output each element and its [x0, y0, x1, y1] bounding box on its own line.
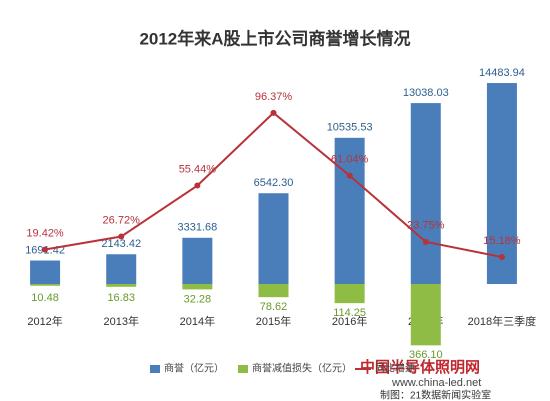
value-label: 78.62 [260, 301, 288, 313]
value-label: 16.83 [107, 292, 135, 304]
value-label: 96.37% [255, 91, 293, 103]
chart-title: 2012年来A股上市公司商誉增长情况 [139, 28, 410, 48]
x-tick-label: 2015年 [256, 314, 291, 328]
value-label: 6542.30 [254, 177, 294, 189]
value-label: 10535.53 [327, 122, 373, 134]
value-label: 2143.42 [101, 238, 141, 250]
growth-point [422, 238, 429, 245]
value-label: 114.25 [333, 307, 366, 319]
legend-label: 商誉（亿元） [164, 362, 224, 375]
impairment-bar [334, 284, 365, 304]
watermark-url: www.china-led.net [391, 377, 481, 389]
x-tick-label: 2018年三季度 [468, 314, 536, 328]
bar [486, 83, 517, 284]
value-label: 15.18% [483, 235, 521, 247]
impairment-bar [106, 284, 137, 287]
impairment-bar [410, 284, 441, 346]
value-label: 10.48 [31, 292, 59, 304]
x-tick-label: 2014年 [180, 314, 215, 328]
x-tick-label: 2012年 [27, 314, 62, 328]
growth-point [270, 109, 277, 116]
growth-point [118, 233, 125, 240]
bar [410, 103, 441, 284]
legend-label: 同比增速 [375, 362, 415, 375]
value-label: 13038.03 [403, 87, 449, 99]
legend-swatch [238, 365, 248, 373]
value-label: 366.10 [409, 349, 443, 361]
legend-swatch [150, 365, 160, 373]
bar [182, 237, 213, 284]
growth-point [498, 254, 505, 261]
impairment-bar [30, 284, 61, 286]
source: 制图：21数据新闻实验室 [380, 389, 491, 401]
impairment-bar [182, 284, 213, 290]
value-label: 26.72% [103, 214, 141, 226]
value-label: 19.42% [26, 227, 64, 239]
bar [334, 137, 365, 284]
value-label: 55.44% [179, 163, 217, 175]
bar [106, 254, 137, 284]
value-label: 61.04% [331, 153, 369, 165]
value-label: 14483.94 [479, 67, 525, 79]
bar [258, 193, 289, 284]
value-label: 3331.68 [177, 222, 217, 234]
growth-point [42, 246, 49, 253]
growth-point [346, 172, 353, 179]
bar [30, 260, 61, 284]
value-label: 23.75% [407, 220, 445, 232]
growth-point [194, 182, 201, 189]
impairment-bar [258, 284, 289, 298]
x-tick-label: 2013年 [103, 314, 138, 328]
x-tick-label: 2016年 [332, 314, 367, 328]
legend-label: 商誉减值损失（亿元） [252, 362, 352, 375]
watermark: 中国半导体照明网 [360, 358, 480, 376]
value-label: 32.28 [184, 293, 212, 305]
